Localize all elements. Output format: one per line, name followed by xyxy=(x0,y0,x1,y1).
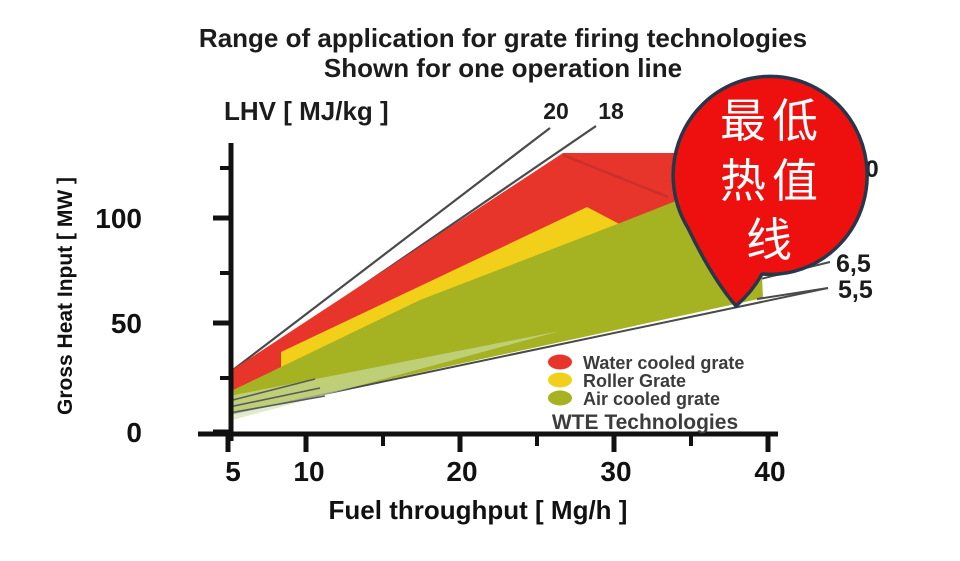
lhv-label-5-5: 5,5 xyxy=(838,276,873,304)
lhv-line-5-5-visible-segment xyxy=(756,287,829,300)
y-tick-100: 100 xyxy=(95,203,142,234)
x-tick-10: 10 xyxy=(293,456,324,487)
lhv-line-20 xyxy=(228,127,551,374)
chart-title: Range of application for grate firing te… xyxy=(199,23,807,53)
callout-bubble-shape xyxy=(671,74,869,308)
lhv-fan-segments xyxy=(228,378,326,414)
legend-label-water-cooled-grate: Water cooled grate xyxy=(583,353,744,373)
series-regions xyxy=(228,153,829,421)
legend-swatch-water-cooled-grate xyxy=(548,354,572,370)
lhv-label-6-5: 6,5 xyxy=(836,250,871,278)
x-tick-30: 30 xyxy=(600,456,631,487)
y-tick-50: 50 xyxy=(111,308,142,339)
legend-swatch-roller-grate xyxy=(548,372,572,388)
y-axis-title: Gross Heat Input [ MW ] xyxy=(54,177,77,415)
callout-text-line1: 最低 xyxy=(720,96,824,147)
callout-bubble: 最低 热值 线 xyxy=(671,74,869,308)
region-red-fold-line xyxy=(562,153,669,199)
callout-text-line2: 热值 xyxy=(720,156,824,207)
legend-swatch-air-cooled-grate xyxy=(548,390,572,406)
lhv-label-18: 18 xyxy=(598,98,624,124)
lhv-header-label: LHV [ MJ/kg ] xyxy=(224,96,389,126)
callout-text-line3: 线 xyxy=(746,215,798,266)
x-axis-title: Fuel throughput [ Mg/h ] xyxy=(329,495,628,525)
legend: Water cooled grate Roller Grate Air cool… xyxy=(548,353,744,434)
region-air-cooled-grate xyxy=(229,169,763,414)
legend-label-air-cooled-grate: Air cooled grate xyxy=(583,389,720,409)
x-tick-40: 40 xyxy=(754,456,785,487)
y-tick-0: 0 xyxy=(126,417,142,448)
axes xyxy=(198,143,778,452)
lhv-label-20: 20 xyxy=(543,98,569,124)
legend-footer-wte-technologies: WTE Technologies xyxy=(552,411,738,434)
legend-label-roller-grate: Roller Grate xyxy=(583,371,686,391)
x-tick-20: 20 xyxy=(446,456,477,487)
x-tick-5: 5 xyxy=(225,456,241,487)
chart-subtitle: Shown for one operation line xyxy=(324,53,682,83)
